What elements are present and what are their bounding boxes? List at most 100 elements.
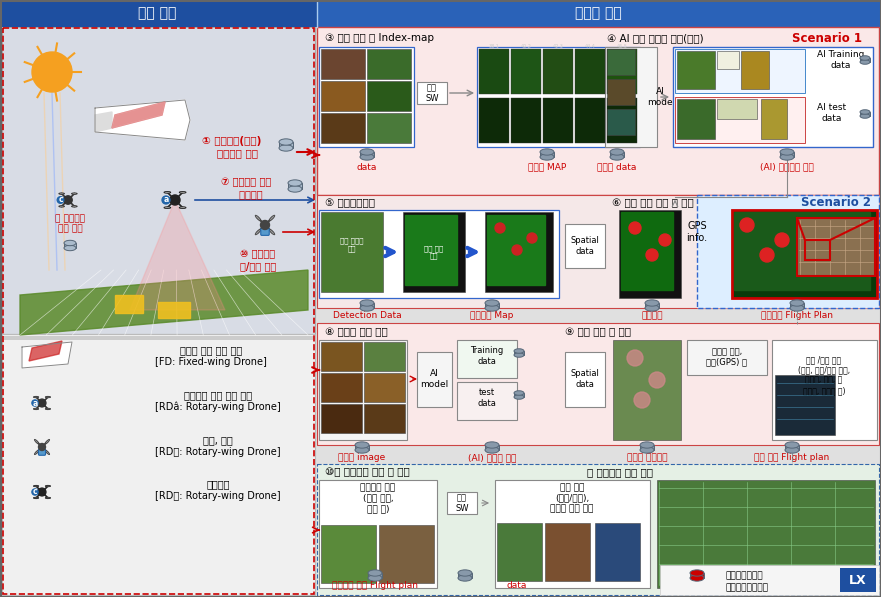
Ellipse shape: [458, 575, 472, 581]
Ellipse shape: [45, 485, 50, 487]
Bar: [367, 81, 411, 111]
Polygon shape: [405, 215, 457, 285]
Ellipse shape: [610, 154, 624, 160]
Bar: [605, 47, 657, 147]
Ellipse shape: [33, 396, 39, 398]
Polygon shape: [115, 295, 143, 313]
Ellipse shape: [368, 575, 382, 581]
Bar: [860, 58, 870, 62]
Bar: [860, 112, 870, 116]
Text: ④ AI 기반 데이터 분석(식생): ④ AI 기반 데이터 분석(식생): [607, 33, 704, 43]
Text: ⑪ 모니터링
방제 결과: ⑪ 모니터링 방제 결과: [55, 214, 85, 233]
Text: ⑩ 드론방제
수/자동 비행: ⑩ 드론방제 수/자동 비행: [240, 249, 276, 271]
Text: Scenario 1: Scenario 1: [792, 32, 862, 45]
Text: 데이터 분석: 데이터 분석: [574, 7, 621, 20]
Ellipse shape: [458, 570, 472, 576]
Circle shape: [63, 196, 72, 204]
Bar: [677, 99, 715, 139]
Ellipse shape: [33, 485, 39, 487]
Ellipse shape: [33, 408, 39, 410]
Bar: [717, 99, 757, 119]
Bar: [613, 340, 681, 440]
Bar: [364, 373, 405, 402]
Text: c: c: [58, 195, 63, 205]
Bar: [497, 523, 542, 581]
Bar: [543, 49, 573, 94]
Ellipse shape: [540, 149, 554, 155]
Bar: [321, 373, 362, 402]
Ellipse shape: [288, 180, 302, 186]
Bar: [607, 49, 637, 94]
Text: GPS
info.: GPS info.: [686, 221, 707, 243]
Circle shape: [261, 220, 270, 229]
Bar: [447, 492, 477, 514]
Bar: [607, 79, 635, 105]
Circle shape: [659, 234, 671, 246]
Circle shape: [32, 52, 72, 92]
Ellipse shape: [514, 353, 524, 357]
Circle shape: [629, 222, 641, 234]
Polygon shape: [112, 102, 165, 128]
Bar: [321, 525, 376, 583]
Bar: [379, 525, 434, 583]
Bar: [687, 340, 767, 375]
Bar: [675, 49, 805, 93]
Ellipse shape: [34, 450, 39, 454]
Bar: [458, 573, 472, 578]
Text: 배추 재배지
탐지: 배추 재배지 탐지: [340, 238, 364, 252]
Text: ③ 정사 영상 및 Index-map: ③ 정사 영상 및 Index-map: [325, 33, 434, 43]
Bar: [319, 47, 414, 147]
Text: AI
mode: AI mode: [647, 87, 672, 107]
Text: Detection Data: Detection Data: [333, 312, 402, 321]
Ellipse shape: [64, 241, 76, 246]
Text: ⑩⃣ 모니터링 대상 및 계획: ⑩⃣ 모니터링 대상 및 계획: [325, 467, 410, 477]
Text: 42.3: 42.3: [552, 44, 564, 49]
Circle shape: [775, 233, 789, 247]
Ellipse shape: [860, 114, 870, 118]
Text: 정합
SW: 정합 SW: [426, 84, 439, 103]
Circle shape: [527, 233, 537, 243]
Text: Spatial
data: Spatial data: [571, 236, 599, 256]
Text: Spatial
data: Spatial data: [571, 370, 599, 389]
Ellipse shape: [164, 207, 171, 208]
Bar: [780, 152, 794, 157]
Bar: [321, 113, 365, 143]
Bar: [785, 445, 799, 450]
Polygon shape: [29, 341, 62, 361]
Bar: [317, 0, 881, 27]
Text: 병해충 공간정보: 병해충 공간정보: [626, 454, 667, 463]
Bar: [511, 49, 541, 94]
Ellipse shape: [785, 447, 799, 453]
Bar: [772, 340, 877, 440]
Text: AI Training
data: AI Training data: [817, 50, 864, 70]
Text: test
data: test data: [478, 388, 496, 408]
Text: 모니터링
[RDⓈ: Rotary-wing Drone]: 모니터링 [RDⓈ: Rotary-wing Drone]: [155, 479, 281, 501]
Polygon shape: [112, 102, 165, 128]
Text: 병해충 image: 병해충 image: [338, 454, 386, 463]
Ellipse shape: [164, 192, 171, 193]
Bar: [279, 142, 293, 148]
Bar: [790, 303, 804, 308]
Bar: [543, 98, 573, 143]
Circle shape: [646, 249, 658, 261]
Ellipse shape: [360, 154, 374, 160]
Bar: [805, 240, 830, 260]
Text: 44.4: 44.4: [585, 44, 596, 49]
Text: (AI) 작물구분 정보: (AI) 작물구분 정보: [760, 162, 814, 171]
Ellipse shape: [780, 154, 794, 160]
Ellipse shape: [640, 442, 654, 448]
Bar: [355, 445, 369, 450]
Bar: [540, 152, 554, 157]
Text: 방제, 시비
[RDⒷ: Rotary-wing Drone]: 방제, 시비 [RDⒷ: Rotary-wing Drone]: [155, 435, 281, 457]
Text: 식생 지수
맵핑: 식생 지수 맵핑: [425, 245, 444, 259]
Polygon shape: [95, 112, 112, 132]
Ellipse shape: [360, 149, 374, 155]
Bar: [607, 98, 637, 143]
Bar: [514, 351, 524, 355]
Bar: [545, 523, 590, 581]
Text: 이상지역: 이상지역: [641, 312, 663, 321]
Circle shape: [495, 223, 505, 233]
Bar: [317, 464, 879, 595]
Ellipse shape: [45, 497, 50, 498]
Bar: [321, 342, 362, 371]
